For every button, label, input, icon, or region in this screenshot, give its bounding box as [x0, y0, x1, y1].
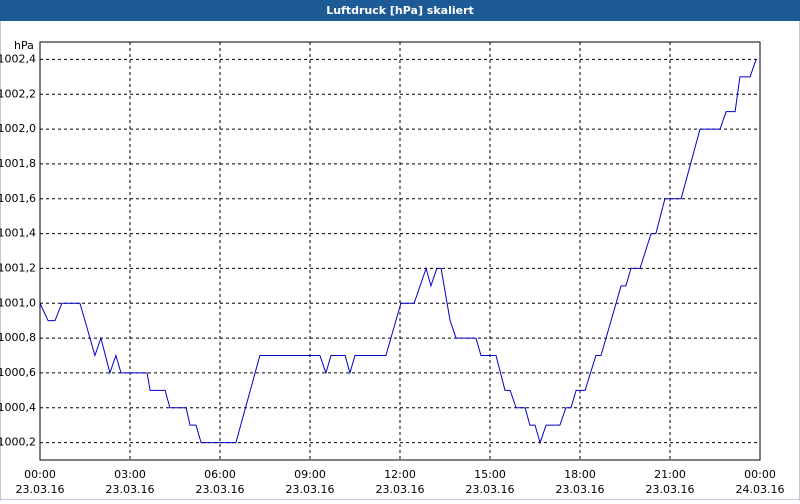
y-unit: hPa	[14, 39, 34, 52]
x-tick-sublabel: 24.03.16	[736, 483, 785, 496]
x-tick-sublabel: 23.03.16	[646, 483, 695, 496]
x-tick-sublabel: 23.03.16	[466, 483, 515, 496]
x-tick-label: 15:00	[474, 468, 506, 481]
y-tick-label: 1002,2	[0, 87, 36, 100]
y-tick-label: 1001,4	[0, 227, 36, 240]
x-tick-sublabel: 23.03.16	[196, 483, 245, 496]
x-tick-label: 21:00	[654, 468, 686, 481]
x-tick-sublabel: 23.03.16	[286, 483, 335, 496]
x-tick-label: 06:00	[204, 468, 236, 481]
y-tick-label: 1000,2	[0, 436, 36, 449]
x-tick-label: 18:00	[564, 468, 596, 481]
x-tick-label: 03:00	[114, 468, 146, 481]
x-tick-label: 00:00	[744, 468, 776, 481]
y-tick-label: 1001,8	[0, 157, 36, 170]
line-series	[39, 59, 757, 445]
x-tick-sublabel: 23.03.16	[556, 483, 605, 496]
x-tick-label: 12:00	[384, 468, 416, 481]
x-tick-sublabel: 23.03.16	[376, 483, 425, 496]
x-tick-label: 00:00	[24, 468, 56, 481]
y-tick-label: 1001,2	[0, 261, 36, 274]
chart-title: Luftdruck [hPa] skaliert	[326, 4, 474, 17]
y-tick-label: 1000,8	[0, 331, 36, 344]
y-tick-label: 1000,6	[0, 366, 36, 379]
y-tick-label: 1000,4	[0, 401, 36, 414]
x-tick-label: 09:00	[294, 468, 326, 481]
x-tick-sublabel: 23.03.16	[16, 483, 65, 496]
y-tick-label: 1001,6	[0, 192, 36, 205]
y-tick-label: 1001,0	[0, 296, 36, 309]
y-tick-label: 1002,4	[0, 52, 36, 65]
x-tick-sublabel: 23.03.16	[106, 483, 155, 496]
title-bar	[0, 0, 800, 21]
y-tick-label: 1002,0	[0, 122, 36, 135]
